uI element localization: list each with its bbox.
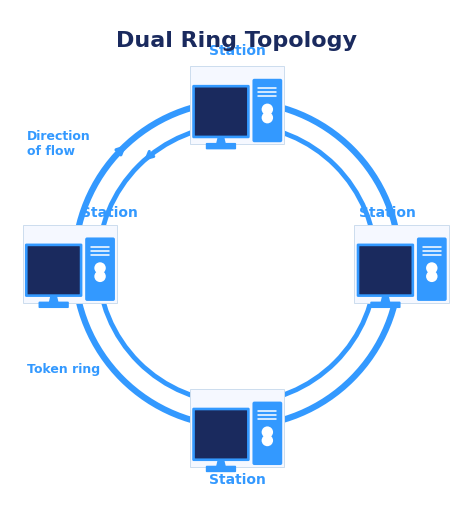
Polygon shape (49, 296, 59, 302)
FancyBboxPatch shape (206, 466, 236, 472)
FancyBboxPatch shape (195, 88, 247, 135)
FancyBboxPatch shape (190, 389, 284, 467)
Polygon shape (381, 296, 390, 302)
Circle shape (94, 271, 106, 282)
Text: Station: Station (209, 472, 265, 487)
Polygon shape (216, 137, 226, 144)
FancyBboxPatch shape (355, 225, 448, 303)
Circle shape (94, 262, 106, 274)
FancyBboxPatch shape (206, 143, 236, 149)
Text: Direction
of flow: Direction of flow (27, 130, 91, 158)
FancyBboxPatch shape (370, 302, 401, 308)
FancyBboxPatch shape (27, 246, 80, 294)
FancyBboxPatch shape (85, 238, 115, 301)
FancyBboxPatch shape (417, 238, 447, 301)
FancyBboxPatch shape (38, 302, 69, 308)
FancyBboxPatch shape (253, 79, 282, 142)
FancyBboxPatch shape (192, 408, 250, 461)
FancyBboxPatch shape (357, 243, 414, 297)
FancyBboxPatch shape (253, 402, 282, 465)
FancyBboxPatch shape (359, 246, 411, 294)
Text: Dual Ring Topology: Dual Ring Topology (117, 31, 357, 51)
Circle shape (262, 427, 273, 438)
Circle shape (262, 112, 273, 123)
FancyBboxPatch shape (195, 410, 247, 459)
Circle shape (262, 104, 273, 115)
Text: Station: Station (359, 206, 416, 220)
Polygon shape (216, 460, 226, 467)
Text: Station: Station (209, 44, 265, 58)
Circle shape (262, 435, 273, 446)
Text: Token ring: Token ring (27, 363, 100, 377)
FancyBboxPatch shape (23, 225, 117, 303)
Circle shape (426, 271, 438, 282)
Text: Station: Station (81, 206, 138, 220)
FancyBboxPatch shape (192, 85, 250, 138)
Circle shape (426, 262, 438, 274)
FancyBboxPatch shape (190, 66, 284, 144)
FancyBboxPatch shape (25, 243, 82, 297)
